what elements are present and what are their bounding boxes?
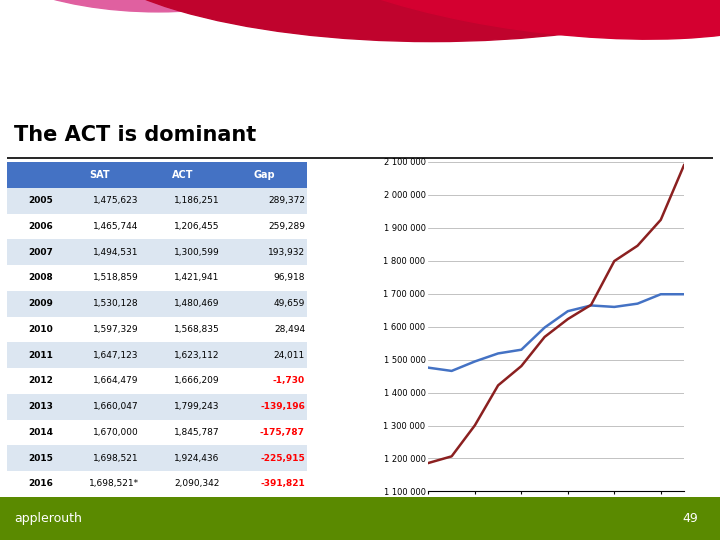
Text: 1,660,047: 1,660,047	[93, 402, 139, 411]
Text: Gap: Gap	[253, 170, 276, 180]
Text: 1,480,469: 1,480,469	[174, 299, 220, 308]
Text: ACT: ACT	[171, 170, 193, 180]
Line: ACT: ACT	[428, 165, 684, 463]
Text: applerouth: applerouth	[14, 512, 82, 525]
Ellipse shape	[0, 0, 356, 12]
Text: 2013: 2013	[28, 402, 53, 411]
FancyBboxPatch shape	[7, 239, 307, 265]
Text: -175,787: -175,787	[260, 428, 305, 437]
Text: 193,932: 193,932	[268, 248, 305, 256]
Text: 28,494: 28,494	[274, 325, 305, 334]
Text: 259,289: 259,289	[268, 222, 305, 231]
Text: 1,530,128: 1,530,128	[93, 299, 139, 308]
FancyBboxPatch shape	[7, 291, 307, 316]
FancyBboxPatch shape	[7, 446, 307, 471]
ACT	[494, 382, 503, 389]
FancyBboxPatch shape	[7, 471, 307, 497]
Text: 1,475,623: 1,475,623	[93, 196, 139, 205]
SAT	[517, 347, 526, 353]
Text: 2012: 2012	[28, 376, 53, 386]
Text: 2005: 2005	[28, 196, 53, 205]
FancyBboxPatch shape	[7, 394, 307, 420]
FancyBboxPatch shape	[7, 213, 307, 239]
SAT	[447, 368, 456, 374]
ACT	[471, 422, 480, 429]
Text: 1,799,243: 1,799,243	[174, 402, 220, 411]
ACT	[680, 162, 688, 168]
Line: SAT: SAT	[428, 294, 684, 371]
ACT	[610, 258, 618, 264]
SAT	[494, 350, 503, 356]
Text: 2016: 2016	[28, 480, 53, 488]
Text: 2007: 2007	[28, 248, 53, 256]
Text: 1,845,787: 1,845,787	[174, 428, 220, 437]
Text: 24,011: 24,011	[274, 350, 305, 360]
Text: 2006: 2006	[28, 222, 53, 231]
Text: 289,372: 289,372	[268, 196, 305, 205]
ACT	[564, 316, 572, 322]
Text: -1,730: -1,730	[273, 376, 305, 386]
Text: 1,206,455: 1,206,455	[174, 222, 220, 231]
FancyBboxPatch shape	[7, 316, 307, 342]
Ellipse shape	[72, 0, 720, 42]
Text: 2011: 2011	[28, 350, 53, 360]
Text: 2008: 2008	[28, 273, 53, 282]
Text: 1,666,209: 1,666,209	[174, 376, 220, 386]
FancyBboxPatch shape	[0, 497, 720, 540]
FancyBboxPatch shape	[7, 265, 307, 291]
Text: SAT: SAT	[89, 170, 109, 180]
Text: 2014: 2014	[28, 428, 53, 437]
ACT	[587, 302, 595, 308]
Text: 1,597,329: 1,597,329	[93, 325, 139, 334]
Text: 1,494,531: 1,494,531	[93, 248, 139, 256]
SAT	[633, 300, 642, 307]
Text: 1,647,123: 1,647,123	[93, 350, 139, 360]
FancyBboxPatch shape	[7, 342, 307, 368]
Text: -139,196: -139,196	[260, 402, 305, 411]
SAT	[471, 358, 480, 365]
Text: 1,518,859: 1,518,859	[93, 273, 139, 282]
ACT	[447, 453, 456, 460]
Text: 2015: 2015	[28, 454, 53, 463]
Text: 1,465,744: 1,465,744	[94, 222, 139, 231]
SAT	[610, 303, 618, 310]
ACT	[657, 217, 665, 223]
Text: -391,821: -391,821	[260, 480, 305, 488]
ACT	[424, 460, 433, 466]
SAT	[564, 308, 572, 314]
Text: 1,623,112: 1,623,112	[174, 350, 220, 360]
FancyBboxPatch shape	[7, 368, 307, 394]
Text: The ACT is dominant: The ACT is dominant	[14, 125, 256, 145]
Text: 2009: 2009	[28, 299, 53, 308]
Text: 1,568,835: 1,568,835	[174, 325, 220, 334]
Text: 1,670,000: 1,670,000	[93, 428, 139, 437]
Text: 2010: 2010	[28, 325, 53, 334]
Text: 1,924,436: 1,924,436	[174, 454, 220, 463]
FancyBboxPatch shape	[0, 81, 720, 119]
Text: 1,421,941: 1,421,941	[174, 273, 220, 282]
Text: -225,915: -225,915	[260, 454, 305, 463]
ACT	[540, 334, 549, 340]
SAT	[540, 325, 549, 331]
Text: 1,186,251: 1,186,251	[174, 196, 220, 205]
SAT	[424, 364, 433, 371]
FancyBboxPatch shape	[7, 162, 307, 188]
Text: 2,090,342: 2,090,342	[174, 480, 220, 488]
Text: 49,659: 49,659	[274, 299, 305, 308]
Text: 1,698,521*: 1,698,521*	[89, 480, 139, 488]
FancyBboxPatch shape	[7, 420, 307, 446]
SAT	[587, 302, 595, 309]
SAT	[657, 291, 665, 298]
FancyBboxPatch shape	[7, 188, 307, 213]
Text: 96,918: 96,918	[274, 273, 305, 282]
Ellipse shape	[259, 0, 720, 39]
ACT	[517, 363, 526, 369]
SAT	[680, 291, 688, 298]
Ellipse shape	[0, 74, 576, 140]
Text: 1,664,479: 1,664,479	[93, 376, 139, 386]
Text: 1,698,521: 1,698,521	[93, 454, 139, 463]
ACT	[633, 242, 642, 249]
Text: 1,300,599: 1,300,599	[174, 248, 220, 256]
Text: 49: 49	[683, 512, 698, 525]
